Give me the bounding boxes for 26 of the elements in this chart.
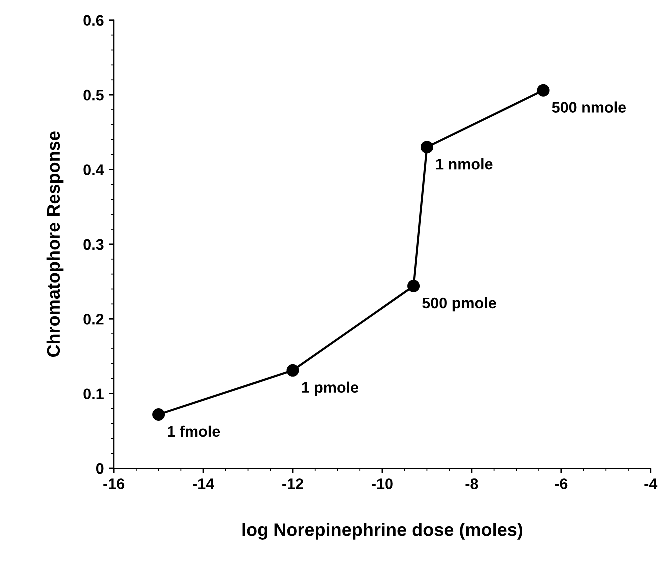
y-tick-label: 0.1 xyxy=(84,388,104,400)
x-tick-label: -4 xyxy=(644,478,658,490)
x-tick-label: -16 xyxy=(104,478,125,490)
annotation: 1 nmole xyxy=(436,158,493,170)
y-tick-label: 0.6 xyxy=(84,15,104,26)
annotation: 500 nmole xyxy=(552,102,626,113)
annotation: 500 pmole xyxy=(422,297,496,312)
point xyxy=(286,364,300,377)
point xyxy=(537,84,550,97)
x-tick-label: -14 xyxy=(193,478,214,490)
y-tick-label: 0.5 xyxy=(84,90,104,101)
annotation: 1 pmole xyxy=(302,382,359,396)
x-axis-title: log Norepinephrine dose (moles) xyxy=(242,523,523,540)
point xyxy=(420,141,434,154)
y-axis-title: Chromatophore Response xyxy=(46,132,64,358)
x-tick-label: -8 xyxy=(466,478,478,490)
x-tick-label: -12 xyxy=(282,478,304,490)
x-tick-label: -10 xyxy=(372,478,393,490)
annotation: 1 fmole xyxy=(168,426,220,438)
point xyxy=(152,408,166,421)
point xyxy=(408,280,420,293)
y-tick-label: 0.4 xyxy=(84,164,104,176)
y-tick-label: 0.2 xyxy=(84,314,104,325)
y-tick-label: 0.3 xyxy=(84,239,104,250)
y-tick-label: 0 xyxy=(96,463,104,474)
x-tick-label: -6 xyxy=(555,478,568,490)
